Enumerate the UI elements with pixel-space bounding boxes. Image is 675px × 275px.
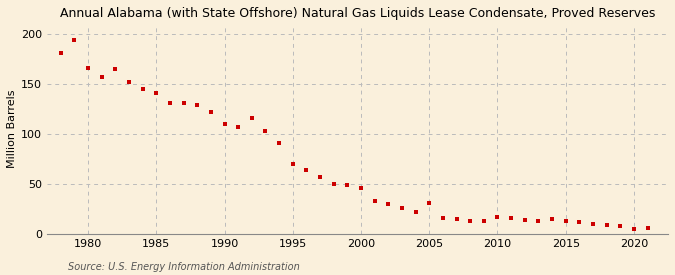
Point [246,116,257,120]
Point [165,101,176,105]
Point [560,219,571,223]
Point [396,206,407,210]
Point [506,216,516,220]
Point [342,183,353,187]
Point [301,168,312,172]
Point [574,220,585,224]
Point [628,227,639,231]
Point [451,217,462,221]
Point [69,38,80,42]
Point [369,199,380,203]
Point [479,219,489,223]
Point [437,216,448,220]
Point [465,219,476,223]
Point [192,103,202,107]
Point [328,182,339,186]
Title: Annual Alabama (with State Offshore) Natural Gas Liquids Lease Condensate, Prove: Annual Alabama (with State Offshore) Nat… [60,7,655,20]
Point [315,175,325,179]
Point [615,224,626,228]
Point [492,215,503,219]
Point [110,67,121,71]
Point [205,110,216,114]
Point [151,91,162,95]
Point [260,129,271,133]
Point [178,101,189,105]
Point [124,80,134,84]
Point [233,125,244,129]
Point [137,87,148,91]
Point [601,223,612,227]
Point [588,222,599,226]
Point [642,226,653,230]
Point [533,219,544,223]
Point [219,122,230,126]
Y-axis label: Million Barrels: Million Barrels [7,90,17,168]
Point [519,218,530,222]
Point [82,66,93,70]
Text: Source: U.S. Energy Information Administration: Source: U.S. Energy Information Administ… [68,262,299,272]
Point [97,75,107,79]
Point [424,201,435,205]
Point [547,217,558,221]
Point [410,210,421,214]
Point [55,51,66,55]
Point [356,186,367,190]
Point [383,202,394,206]
Point [288,162,298,166]
Point [273,141,284,145]
